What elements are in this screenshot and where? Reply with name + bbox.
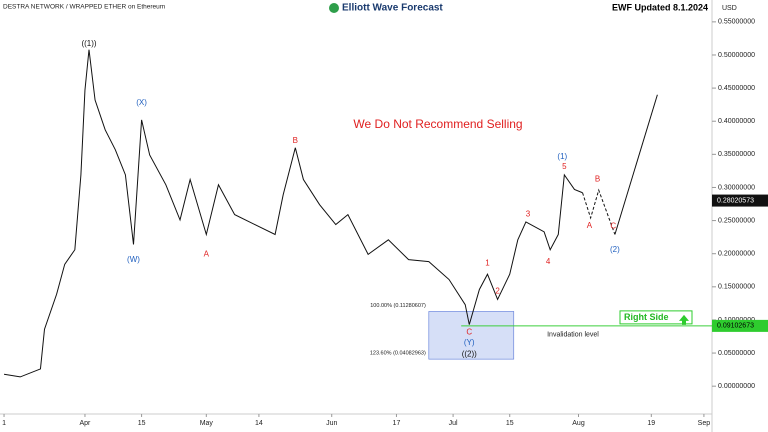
x-tick-label: Jun (326, 420, 337, 427)
y-tick-label: 0.25000000 (718, 217, 755, 224)
y-tick-label: 0.55000000 (718, 19, 755, 26)
y-tick-label: 0.20000000 (718, 251, 755, 258)
wave-label: A (204, 249, 210, 258)
y-tick-label: 0.00000000 (718, 383, 755, 390)
subtitle: DESTRA NETWORK / WRAPPED ETHER on Ethere… (3, 4, 165, 11)
wave-label: A (587, 221, 593, 230)
logo (329, 3, 339, 13)
wave-label: C (466, 328, 472, 337)
fib-label: 100.00% (0.11280607) (370, 303, 426, 309)
wave-label: 3 (526, 210, 531, 219)
price-tag-label: 0.28020573 (717, 197, 754, 204)
wave-label: C (610, 222, 616, 231)
wave-label: 2 (495, 287, 500, 296)
x-tick-label: 15 (138, 420, 146, 427)
fib-label: 123.60% (0.04082963) (370, 351, 426, 357)
wave-label: ((1)) (81, 39, 96, 48)
right-side-box (619, 310, 693, 325)
fib-zone (428, 311, 515, 360)
arrow-icon (679, 314, 689, 325)
x-tick-label: 1 (2, 420, 6, 427)
note: We Do Not Recommend Selling (353, 117, 522, 131)
x-tick-label: May (200, 420, 214, 427)
price-tag (712, 319, 768, 332)
wave-label: ((2)) (462, 349, 477, 358)
wave-label: (Y) (464, 338, 475, 347)
y-tick-label: 0.45000000 (718, 85, 755, 92)
x-tick-label: 19 (647, 420, 655, 427)
price-tag (712, 194, 768, 207)
wave-label: B (595, 175, 600, 184)
x-tick-label: 15 (506, 420, 514, 427)
price-line (3, 49, 583, 378)
x-tick-label: Jul (449, 420, 458, 427)
x-tick-label: 17 (393, 420, 401, 427)
price-line (582, 188, 616, 235)
invalidation-label: Invalidation level (547, 332, 599, 339)
wave-label: (2) (610, 245, 620, 254)
y-unit: USD (722, 5, 737, 12)
x-tick-label: Sep (698, 420, 711, 427)
y-tick-label: 0.30000000 (718, 184, 755, 191)
x-tick-label: Apr (80, 420, 92, 427)
right-side-label: Right Side (624, 312, 669, 322)
y-tick-label: 0.35000000 (718, 151, 755, 158)
x-tick-label: 14 (255, 420, 263, 427)
wave-label: 1 (485, 259, 490, 268)
y-tick-label: 0.15000000 (718, 284, 755, 291)
updated: EWF Updated 8.1.2024 (612, 2, 708, 12)
wave-label: 4 (546, 257, 551, 266)
wave-label: (W) (127, 255, 140, 264)
y-tick-label: 0.40000000 (718, 118, 755, 125)
y-tick-label: 0.50000000 (718, 52, 755, 59)
y-tick-label: 0.05000000 (718, 350, 755, 357)
x-tick-label: Aug (572, 420, 585, 427)
price-line (614, 94, 658, 235)
wave-label: (X) (136, 98, 147, 107)
wave-label: (1) (557, 152, 567, 161)
wave-label: 5 (562, 162, 567, 171)
chart-title: Elliott Wave Forecast (342, 3, 443, 14)
price-tag-label: 0.09102673 (717, 323, 754, 330)
wave-label: B (293, 136, 298, 145)
